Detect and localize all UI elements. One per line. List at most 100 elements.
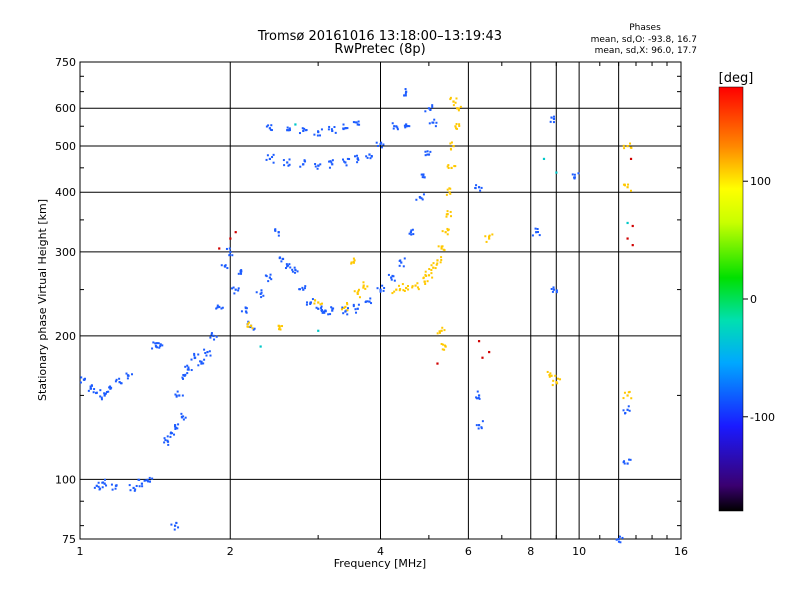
data-point <box>148 476 151 479</box>
data-point <box>346 307 349 310</box>
data-point <box>330 306 333 309</box>
data-point <box>364 301 367 304</box>
data-point <box>110 386 113 389</box>
data-point <box>353 290 356 293</box>
data-point <box>218 305 221 309</box>
data-point <box>104 478 107 481</box>
data-point <box>629 157 633 161</box>
data-point <box>320 306 323 309</box>
data-point <box>304 129 307 132</box>
data-point <box>477 186 481 189</box>
data-point <box>187 366 190 369</box>
data-point <box>247 321 250 324</box>
data-point <box>407 285 410 288</box>
data-point <box>283 164 286 167</box>
data-point <box>317 164 320 167</box>
data-point <box>260 291 263 294</box>
data-point <box>382 143 385 146</box>
data-point <box>357 288 360 291</box>
x-tick-label: 8 <box>527 545 534 558</box>
data-point <box>182 418 185 421</box>
data-point <box>228 247 231 250</box>
data-point <box>186 368 189 371</box>
data-point <box>267 280 270 283</box>
data-point <box>455 123 458 126</box>
data-point <box>453 165 456 168</box>
data-point <box>446 165 449 168</box>
data-point <box>152 341 155 344</box>
data-point <box>391 292 394 295</box>
data-point <box>119 382 122 385</box>
data-point <box>356 307 359 310</box>
data-point <box>431 104 434 107</box>
data-point <box>397 284 400 287</box>
colorbar-title: [deg] <box>719 71 754 86</box>
data-point <box>447 164 450 167</box>
data-point <box>387 273 390 276</box>
data-point <box>344 305 347 309</box>
x-tick-label: 4 <box>377 545 384 558</box>
data-point <box>169 431 172 434</box>
data-point <box>268 157 271 161</box>
data-point <box>251 327 254 330</box>
data-point <box>132 486 135 490</box>
data-point <box>105 484 108 487</box>
data-point <box>269 128 272 131</box>
data-point <box>411 228 414 231</box>
data-point <box>404 94 407 97</box>
data-point <box>180 415 183 418</box>
data-point <box>376 287 379 290</box>
data-point <box>212 334 215 338</box>
data-point <box>105 391 108 394</box>
data-point <box>220 264 223 267</box>
data-point <box>551 384 554 387</box>
data-point <box>193 357 196 360</box>
y-tick-label: 400 <box>55 186 76 199</box>
x-axis-label: Frequency [MHz] <box>334 557 426 570</box>
data-point <box>364 287 367 290</box>
data-point <box>332 307 335 310</box>
data-point <box>272 153 275 156</box>
data-point <box>315 306 318 309</box>
data-point <box>491 233 494 236</box>
data-point <box>331 309 334 312</box>
data-point <box>166 435 169 438</box>
data-point <box>368 300 371 303</box>
data-point <box>232 286 235 289</box>
data-point <box>138 485 141 488</box>
data-point <box>137 478 140 481</box>
y-tick-label: 500 <box>55 140 76 153</box>
data-point <box>170 523 173 526</box>
data-point <box>268 276 271 279</box>
data-point <box>536 231 539 234</box>
y-tick-label: 750 <box>55 56 76 69</box>
data-point <box>440 247 443 250</box>
data-point <box>202 362 205 365</box>
data-point <box>157 342 160 345</box>
data-point <box>314 299 317 302</box>
data-point <box>362 284 365 287</box>
data-point <box>327 313 330 316</box>
data-point <box>488 235 491 238</box>
data-point <box>166 440 170 443</box>
data-point <box>281 325 284 328</box>
data-point <box>154 342 157 345</box>
data-point <box>305 303 308 306</box>
data-point <box>412 233 415 236</box>
data-point <box>109 385 112 388</box>
data-point <box>115 484 118 487</box>
data-point <box>417 288 420 291</box>
data-point <box>370 302 373 305</box>
data-point <box>177 526 180 529</box>
data-point <box>441 230 444 233</box>
data-point <box>231 254 234 257</box>
data-point <box>288 163 291 166</box>
data-point <box>193 352 196 355</box>
data-point <box>454 165 457 168</box>
data-point <box>477 394 481 397</box>
data-point <box>391 122 394 125</box>
data-point <box>286 129 289 132</box>
data-point <box>100 398 103 401</box>
data-point <box>422 193 425 196</box>
data-point <box>431 106 434 109</box>
